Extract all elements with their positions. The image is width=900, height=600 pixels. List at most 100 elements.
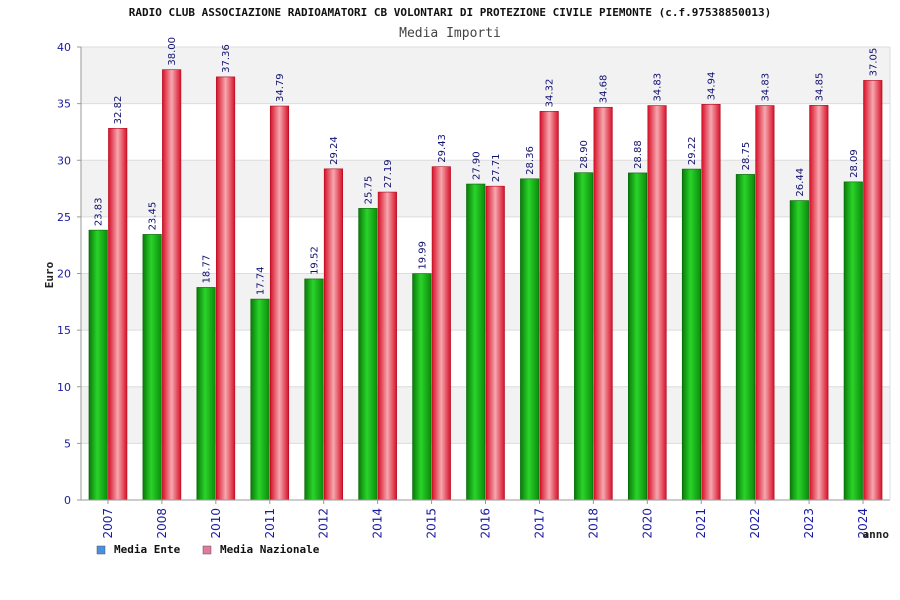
bar-media-ente-2015 [412,273,432,501]
value-label-media-ente-2022: 28.75 [741,142,752,171]
bar-media-ente-2021 [681,168,702,501]
y-tick-label: 20 [57,268,71,281]
bar-media-nazionale-2010 [216,76,236,501]
bar-media-nazionale-2016 [485,185,505,501]
x-tick-label-2007: 2007 [101,508,115,539]
y-tick-label: 35 [57,98,71,111]
y-tick-label: 30 [57,154,71,167]
plot-band [81,160,890,217]
bar-media-nazionale-2024 [863,80,883,501]
value-label-media-nazionale-2018: 34.68 [599,75,610,104]
bar-media-nazionale-2018 [593,106,613,501]
bar-media-nazionale-2014 [377,191,397,501]
y-tick-label: 25 [57,211,71,224]
bar-media-nazionale-2021 [701,104,721,501]
x-tick-label-2021: 2021 [694,508,708,539]
legend-label-media-nazionale: Media Nazionale [220,543,320,556]
plot-band [81,386,890,444]
bar-media-nazionale-2008 [162,69,182,501]
value-label-media-ente-2023: 26.44 [795,168,806,197]
value-label-media-nazionale-2010: 37.36 [221,44,232,73]
value-label-media-nazionale-2022: 34.83 [760,73,771,102]
y-tick-label: 15 [57,324,71,337]
bar-media-ente-2007 [88,229,108,501]
y-tick-label: 40 [57,41,71,54]
value-label-media-ente-2007: 23.83 [94,197,105,226]
value-label-media-ente-2018: 28.90 [579,140,590,169]
value-label-media-ente-2014: 25.75 [363,176,374,205]
x-tick-label-2011: 2011 [263,508,277,539]
value-label-media-nazionale-2015: 29.43 [437,134,448,163]
y-tick-label: 0 [64,494,71,507]
y-axis-label: Euro [43,261,56,288]
legend-swatch-media-nazionale [202,545,212,555]
value-label-media-nazionale-2012: 29.24 [329,136,340,165]
x-tick-label-2012: 2012 [317,508,331,539]
bar-media-nazionale-2020 [647,105,667,501]
value-label-media-ente-2017: 28.36 [525,146,536,175]
value-label-media-nazionale-2017: 34.32 [545,79,556,108]
legend-swatch-media-ente [96,545,106,555]
y-tick-labels: 0 5 10 15 20 25 30 35 40 [57,41,71,507]
chart-subtitle: Media Importi [399,26,501,41]
plot-band [81,443,890,500]
x-tick-labels: 2007 2008 2010 2011 2012 2014 2015 2016 2017 2018… [101,508,870,539]
bar-media-ente-2014 [358,208,378,501]
y-tick-label: 5 [64,437,71,450]
legend: Media Ente Media Nazionale [96,543,320,556]
bar-media-ente-2017 [520,178,540,501]
value-label-media-ente-2010: 18.77 [202,255,213,284]
value-label-media-ente-2015: 19.99 [417,241,428,270]
bar-media-ente-2020 [627,172,648,501]
plot-band [81,216,890,274]
x-tick-label-2015: 2015 [425,508,439,539]
x-tick-label-2022: 2022 [748,508,762,539]
x-tick-label-2017: 2017 [532,508,546,539]
bar-media-nazionale-2007 [108,128,128,501]
value-label-media-nazionale-2023: 34.85 [814,73,825,102]
axes [77,46,891,504]
value-label-media-nazionale-2020: 34.83 [653,73,664,102]
value-label-media-nazionale-2007: 32.82 [113,96,124,125]
x-tick-label-2018: 2018 [586,508,600,539]
bar-media-nazionale-2017 [539,111,559,501]
bar-media-nazionale-2023 [809,105,829,501]
bar-media-ente-2012 [304,278,324,501]
plot-background [81,47,890,500]
x-tick-label-2014: 2014 [371,508,385,539]
value-label-media-ente-2020: 28.88 [633,140,644,169]
value-label-media-ente-2024: 28.09 [849,149,860,178]
x-tick-label-2020: 2020 [640,508,654,539]
y-tick-label: 10 [57,381,71,394]
chart-title: RADIO CLUB ASSOCIAZIONE RADIOAMATORI CB … [129,6,771,19]
value-label-media-nazionale-2021: 34.94 [706,72,717,101]
bar-media-nazionale-2015 [431,166,451,501]
value-label-media-nazionale-2011: 34.79 [275,73,286,102]
plot-band [81,330,890,387]
value-label-media-ente-2021: 29.22 [687,136,698,165]
bar-media-ente-2011 [250,298,270,501]
value-label-media-ente-2011: 17.74 [256,266,267,295]
value-label-media-ente-2008: 23.45 [148,202,159,231]
legend-label-media-ente: Media Ente [114,543,181,556]
bar-media-nazionale-2012 [323,168,344,501]
value-labels: 23.83 32.82 23.45 38.00 18.77 37.36 17.74 34.79… [94,37,880,295]
value-label-media-nazionale-2024: 37.05 [868,48,879,77]
value-label-media-nazionale-2016: 27.71 [491,154,502,183]
value-label-media-nazionale-2008: 38.00 [167,37,178,66]
bar-media-ente-2018 [574,172,594,501]
bar-media-nazionale-2022 [755,105,775,501]
bars [88,69,883,501]
bar-media-ente-2024 [843,181,863,501]
bar-media-ente-2010 [196,287,216,501]
x-tick-label-2010: 2010 [209,508,223,539]
x-tick-label-2016: 2016 [479,508,493,539]
bar-media-ente-2008 [142,234,162,501]
value-label-media-ente-2016: 27.90 [471,151,482,180]
value-label-media-ente-2012: 19.52 [309,246,320,275]
bar-media-ente-2022 [735,174,755,501]
plot-band [81,273,890,331]
x-tick-label-2024: 2024 [856,508,870,539]
x-tick-label-2008: 2008 [155,508,169,539]
